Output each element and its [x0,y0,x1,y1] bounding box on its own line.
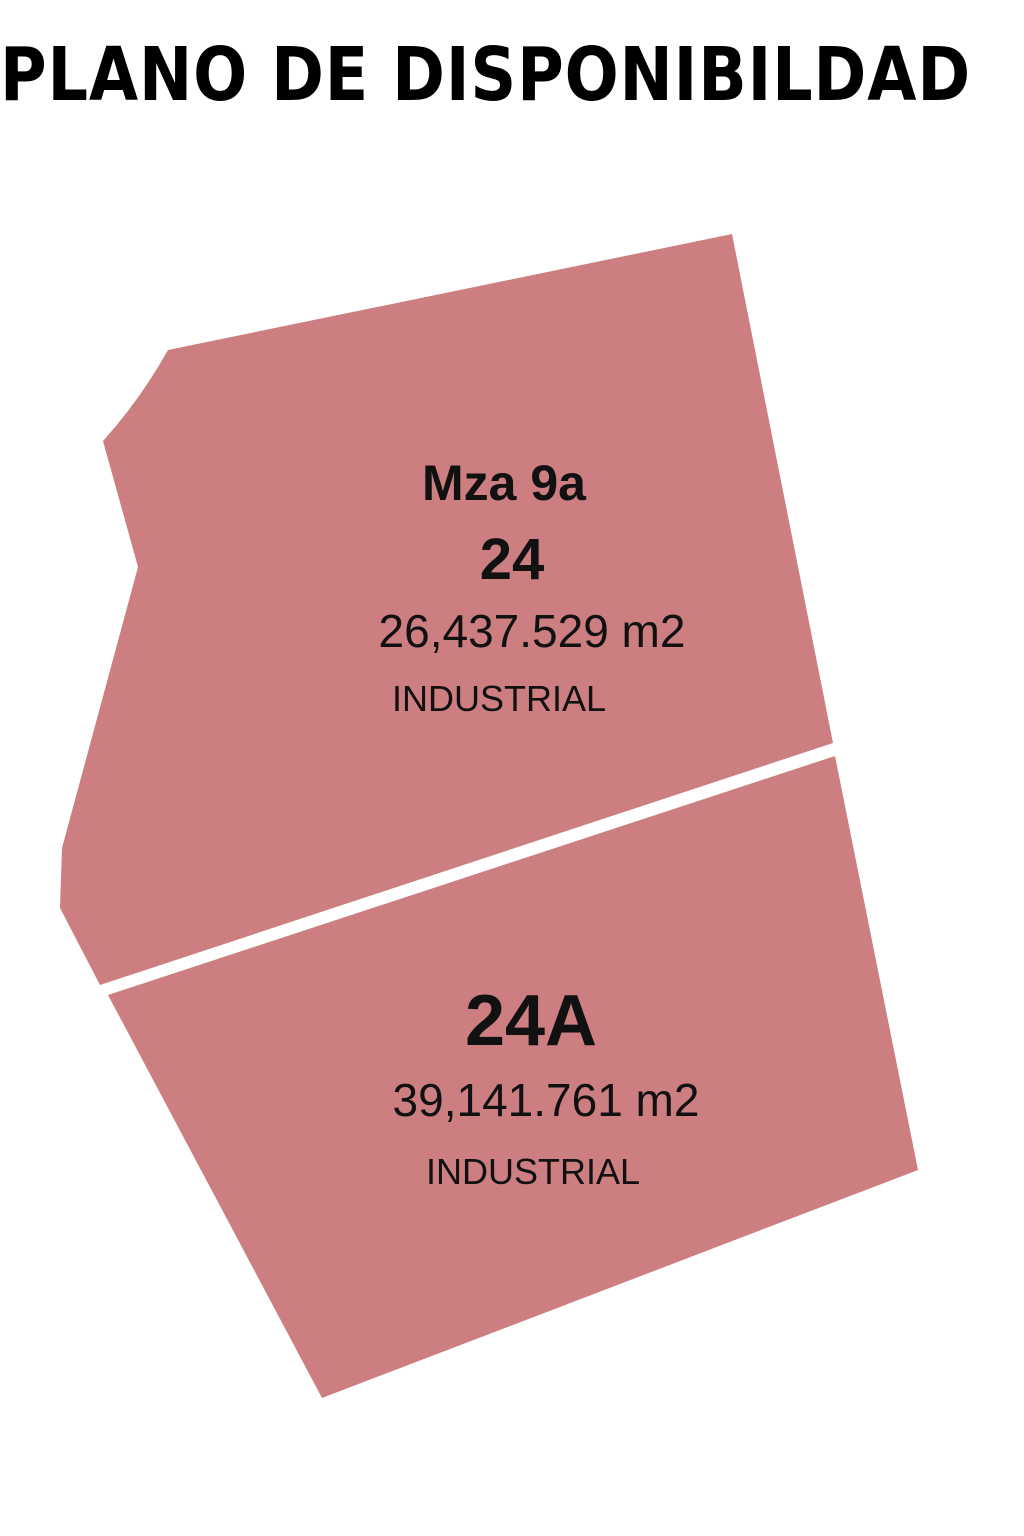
lot-24-area: 26,437.529 m2 [379,605,686,657]
lot-24-block-label: Mza 9a [422,455,587,511]
page-title: PLANO DE DISPONIBILDAD [0,32,972,118]
lot-24-number: 24 [480,527,545,592]
lot-24-shape[interactable] [60,234,833,985]
lot-24a-number: 24A [465,981,597,1061]
lot-24a-area: 39,141.761 m2 [393,1074,700,1126]
lot-24a[interactable]: 24A 39,141.761 m2 INDUSTRIAL [108,756,918,1398]
lot-24-use: INDUSTRIAL [392,678,606,719]
lot-24a-use: INDUSTRIAL [426,1151,640,1192]
lot-24[interactable]: Mza 9a 24 26,437.529 m2 INDUSTRIAL [60,234,833,985]
lot-24a-shape[interactable] [108,756,918,1398]
